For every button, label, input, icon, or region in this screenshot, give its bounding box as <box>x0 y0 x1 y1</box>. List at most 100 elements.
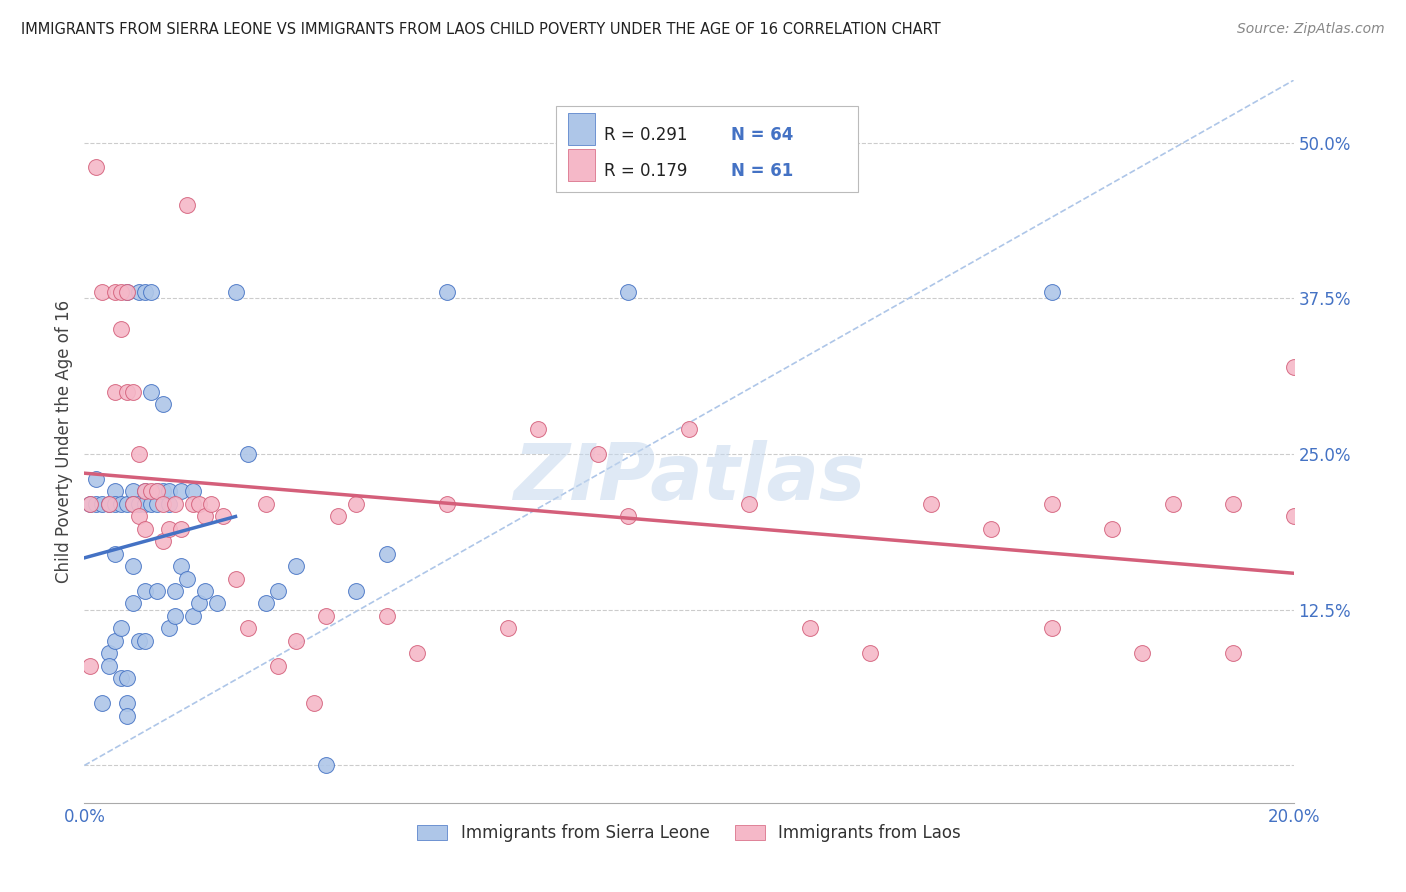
Point <box>1282 509 1305 524</box>
Point <box>110 621 132 635</box>
FancyBboxPatch shape <box>568 149 595 181</box>
Point <box>91 285 114 299</box>
Point <box>110 497 132 511</box>
Point <box>104 497 127 511</box>
Point <box>302 696 325 710</box>
Point <box>121 559 143 574</box>
Point <box>920 497 942 511</box>
Point <box>134 484 156 499</box>
Point <box>134 497 156 511</box>
FancyBboxPatch shape <box>555 105 858 193</box>
Point <box>170 559 193 574</box>
Text: IMMIGRANTS FROM SIERRA LEONE VS IMMIGRANTS FROM LAOS CHILD POVERTY UNDER THE AGE: IMMIGRANTS FROM SIERRA LEONE VS IMMIGRAN… <box>21 22 941 37</box>
Text: ZIPatlas: ZIPatlas <box>513 440 865 516</box>
Point <box>128 447 150 461</box>
Point <box>139 384 162 399</box>
Point <box>79 497 101 511</box>
Point <box>128 509 150 524</box>
Point <box>1161 497 1184 511</box>
Point <box>115 285 138 299</box>
Point <box>1040 621 1063 635</box>
Point <box>346 497 368 511</box>
Point <box>115 384 138 399</box>
Point <box>254 597 277 611</box>
Point <box>104 547 127 561</box>
Point <box>1130 646 1153 660</box>
Point <box>110 285 132 299</box>
Point <box>678 422 700 436</box>
Point <box>406 646 429 660</box>
Point <box>97 497 120 511</box>
Point <box>188 497 211 511</box>
Point <box>115 708 138 723</box>
Point <box>110 322 132 336</box>
Point <box>128 633 150 648</box>
Point <box>436 497 458 511</box>
Text: R = 0.291: R = 0.291 <box>605 126 688 144</box>
Point <box>267 584 290 599</box>
Point <box>1282 359 1305 374</box>
Point <box>104 484 127 499</box>
Point <box>139 497 162 511</box>
Point <box>236 447 259 461</box>
Point <box>134 484 156 499</box>
Point <box>285 559 308 574</box>
Point <box>86 161 108 175</box>
Point <box>146 484 169 499</box>
Text: R = 0.179: R = 0.179 <box>605 162 688 180</box>
Point <box>146 497 169 511</box>
Point <box>375 609 398 624</box>
Point <box>1222 497 1244 511</box>
Point <box>738 497 761 511</box>
Point <box>328 509 350 524</box>
Point <box>436 285 458 299</box>
Point <box>1222 646 1244 660</box>
FancyBboxPatch shape <box>568 112 595 145</box>
Text: N = 64: N = 64 <box>731 126 793 144</box>
Point <box>225 285 247 299</box>
Point <box>170 522 193 536</box>
Point <box>496 621 519 635</box>
Point <box>86 472 108 486</box>
Point <box>121 497 143 511</box>
Point <box>157 621 180 635</box>
Point <box>170 484 193 499</box>
Point <box>110 671 132 685</box>
Text: Source: ZipAtlas.com: Source: ZipAtlas.com <box>1237 22 1385 37</box>
Point <box>121 484 143 499</box>
Point <box>315 609 337 624</box>
Point <box>157 522 180 536</box>
Point <box>181 484 204 499</box>
Point <box>181 609 204 624</box>
Point <box>617 509 640 524</box>
Point <box>79 497 101 511</box>
Point <box>97 646 120 660</box>
Point <box>104 384 127 399</box>
Point <box>152 534 174 549</box>
Point <box>157 484 180 499</box>
Point <box>165 497 187 511</box>
Point <box>285 633 308 648</box>
Point <box>115 696 138 710</box>
Y-axis label: Child Poverty Under the Age of 16: Child Poverty Under the Age of 16 <box>55 300 73 583</box>
Point <box>134 522 156 536</box>
Point <box>225 572 247 586</box>
Point <box>165 609 187 624</box>
Point <box>375 547 398 561</box>
Point <box>134 633 156 648</box>
Point <box>86 497 108 511</box>
Point <box>115 671 138 685</box>
Point <box>128 497 150 511</box>
Point <box>104 285 127 299</box>
Point <box>121 497 143 511</box>
Point <box>128 285 150 299</box>
Point <box>146 584 169 599</box>
Point <box>97 497 120 511</box>
Point <box>1101 522 1123 536</box>
Point <box>165 584 187 599</box>
Point <box>254 497 277 511</box>
Point <box>134 285 156 299</box>
Point <box>91 696 114 710</box>
Point <box>194 509 217 524</box>
Point <box>267 658 290 673</box>
